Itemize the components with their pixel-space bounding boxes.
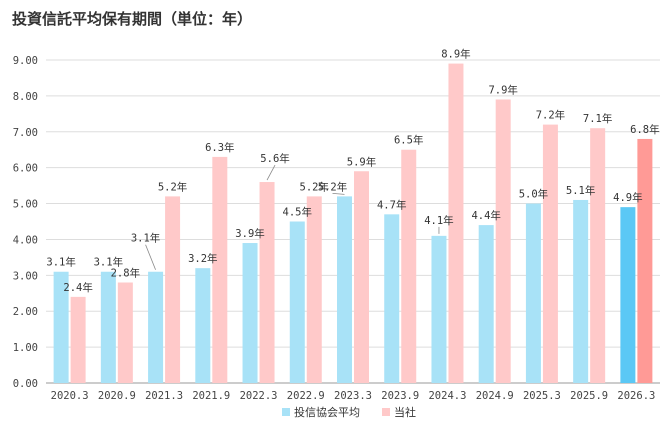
data-label: 8.9年 [441,48,470,61]
bar-series-a [53,271,69,383]
y-tick-label: 8.00 [13,91,38,103]
bar-series-a [337,196,352,383]
legend-label: 当社 [394,405,416,419]
bar-series-a [148,271,164,383]
x-tick-label: 2025.3 [523,390,561,402]
y-tick-label: 9.00 [13,55,38,67]
y-tick-label: 2.00 [13,306,38,318]
bar-series-a [100,271,116,383]
data-label: 5.2年 [158,180,187,193]
callout-line [266,164,276,181]
bar-series-a [478,225,494,383]
bar-series-b [117,282,133,383]
x-tick-label: 2020.3 [51,390,89,402]
y-tick-label: 4.00 [13,234,38,246]
legend-swatch [282,408,290,416]
data-label: 7.1年 [583,112,612,125]
bar-series-a [525,203,541,383]
x-tick-label: 2021.3 [145,390,183,402]
bar-series-b [401,149,417,383]
x-tick-label: 2022.9 [287,390,325,402]
bar-series-a [431,235,447,383]
bar-series-b [637,138,653,383]
data-label: 5.2年 [300,180,329,193]
y-tick-label: 3.00 [13,270,38,282]
data-label: 6.3年 [205,141,234,154]
data-label: 7.2年 [536,109,565,122]
x-tick-label: 2023.3 [334,390,372,402]
bar-series-b [259,182,275,383]
bar-series-a [573,199,589,383]
data-label: 2.4年 [63,281,92,294]
legend-swatch [382,408,390,416]
bar-series-b [306,196,322,383]
data-label: 2.8年 [111,267,140,280]
x-tick-label: 2023.9 [381,390,419,402]
bar-series-b [495,99,511,383]
bar-series-a [620,207,636,383]
data-label: 3.1年 [131,232,160,245]
bar-series-a [195,268,211,383]
y-tick-label: 1.00 [13,342,38,354]
y-tick-label: 7.00 [13,127,38,139]
data-label: 5.9年 [347,155,376,168]
data-label: 4.1年 [424,214,453,227]
bar-series-b [165,196,181,383]
data-label: 3.9年 [235,227,264,240]
data-label: 4.9年 [613,191,642,204]
data-label: 4.5年 [283,206,312,219]
x-tick-label: 2021.9 [192,390,230,402]
data-label: 3.1年 [46,256,75,269]
bar-series-a [242,243,258,383]
chart-title: 投資信託平均保有期間（単位：年） [12,10,253,28]
bar-series-b [70,296,86,383]
data-label: 4.7年 [377,198,406,211]
y-tick-label: 0.00 [13,378,38,390]
y-tick-label: 5.00 [13,199,38,211]
x-tick-label: 2024.9 [476,390,514,402]
x-tick-label: 2022.3 [240,390,278,402]
data-label: 4.4年 [471,209,500,222]
legend-label: 投信協会平均 [294,405,360,419]
x-tick-label: 2024.3 [428,390,466,402]
x-tick-label: 2025.9 [570,390,608,402]
data-label: 3.2年 [188,252,217,265]
data-label: 5.2年 [318,180,347,193]
bar-series-b [542,124,558,383]
data-label: 5.1年 [566,184,595,197]
bar-series-b [448,63,464,383]
bar-series-b [354,171,369,383]
x-tick-label: 2020.9 [98,390,136,402]
data-label: 7.9年 [488,83,517,96]
x-tick-label: 2026.3 [617,390,655,402]
bar-series-b [212,156,228,383]
y-tick-label: 6.00 [13,163,38,175]
data-label: 3.1年 [94,256,123,269]
data-label: 6.8年 [630,123,659,136]
callout-line [145,244,156,270]
bar-series-b [590,128,606,383]
data-label: 6.5年 [394,134,423,147]
data-label: 5.0年 [519,188,548,201]
bar-series-a [289,221,305,383]
callout-line [332,192,345,195]
bar-series-a [384,214,400,383]
data-label: 5.6年 [260,152,289,165]
